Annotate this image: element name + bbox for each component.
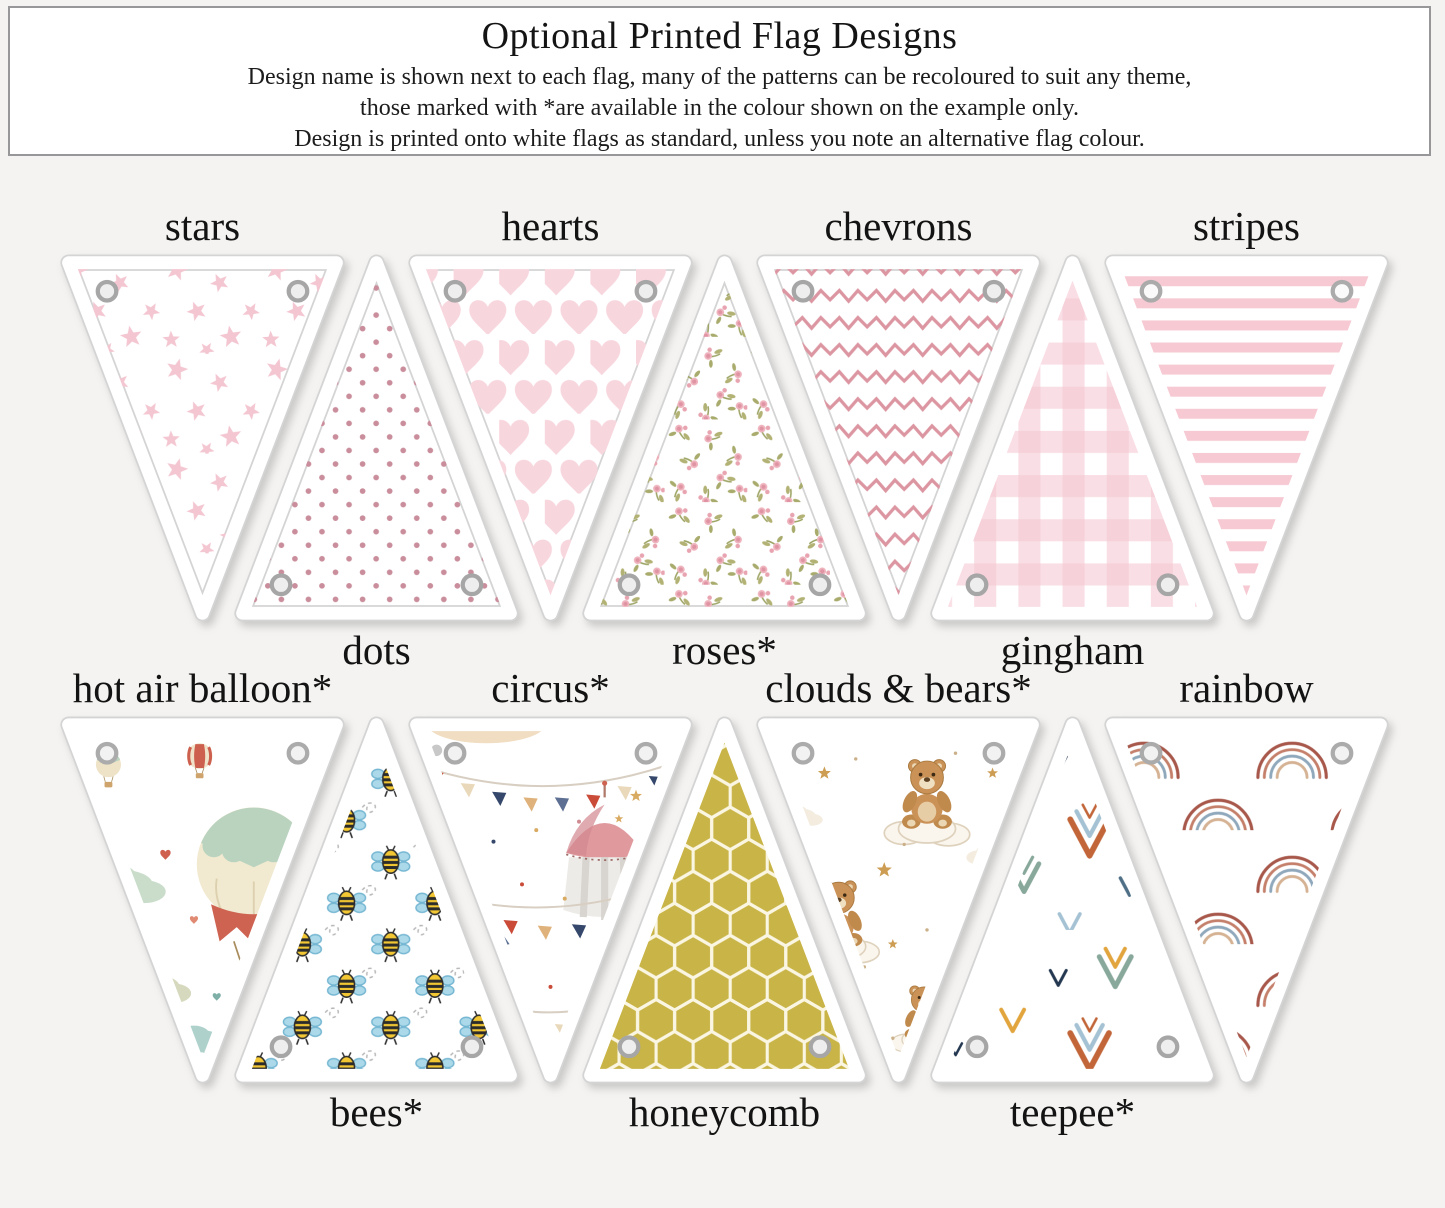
flag-dots: dots — [234, 254, 519, 673]
flag-surface — [584, 718, 865, 1082]
header-description-line: those marked with *are available in the … — [360, 95, 1079, 121]
flag-canvas-roses — [582, 254, 867, 622]
flag-surface — [932, 256, 1213, 620]
flag-label: bees* — [329, 1089, 424, 1135]
grommet-icon — [617, 1035, 832, 1059]
flag-clouds-and-bears: clouds & bears* — [756, 665, 1041, 1084]
flag-canvas-rainbow — [1104, 716, 1389, 1084]
flag-label: circus* — [491, 665, 610, 711]
flag-chevrons: chevrons — [756, 203, 1041, 622]
flag-surface — [62, 256, 343, 620]
grommet-icon — [965, 573, 1180, 597]
flag-canvas-honeycomb — [582, 716, 867, 1084]
flag-label: gingham — [1000, 627, 1145, 673]
header-description-line: Design is printed onto white flags as st… — [294, 126, 1145, 152]
flag-surface — [932, 718, 1213, 1082]
grommet-icon — [443, 279, 658, 303]
grommet-icon — [269, 573, 484, 597]
flag-stars: stars — [60, 203, 345, 622]
flag-canvas-clouds-and-bears — [756, 716, 1041, 1084]
flag-surface — [1106, 718, 1387, 1082]
flag-teepee: teepee* — [930, 716, 1215, 1135]
flag-label: hot air balloon* — [72, 665, 333, 711]
flag-stripes: stripes — [1104, 203, 1389, 622]
flag-canvas-hearts — [408, 254, 693, 622]
grommet-icon — [95, 741, 310, 765]
flag-label: teepee* — [1009, 1089, 1136, 1135]
grommet-icon — [95, 279, 310, 303]
header-description-line: Design name is shown next to each flag, … — [247, 64, 1192, 90]
grommet-icon — [1139, 279, 1354, 303]
header-box: Optional Printed Flag Designs Design nam… — [8, 6, 1431, 156]
flag-label: dots — [342, 627, 411, 673]
flag-label: clouds & bears* — [765, 665, 1032, 711]
flag-canvas-gingham — [930, 254, 1215, 622]
flag-surface — [416, 724, 685, 1076]
grommet-icon — [1139, 741, 1354, 765]
flag-label: hearts — [501, 203, 600, 249]
grommet-icon — [965, 1035, 1180, 1059]
flag-surface — [236, 256, 517, 620]
flag-label: chevrons — [824, 203, 973, 249]
flag-circus: circus* — [408, 665, 693, 1084]
flag-label: honeycomb — [628, 1089, 821, 1135]
flag-surface — [584, 256, 865, 620]
flag-gingham: gingham — [930, 254, 1215, 673]
flag-canvas-hot-air-balloon — [60, 716, 345, 1084]
flag-label: roses* — [672, 627, 777, 673]
flag-label: rainbow — [1179, 665, 1314, 711]
grommet-icon — [791, 279, 1006, 303]
flag-hot-air-balloon: hot air balloon* — [60, 665, 345, 1084]
flag-canvas-teepee — [930, 716, 1215, 1084]
flag-surface — [1106, 256, 1387, 620]
flag-canvas-stripes — [1104, 254, 1389, 622]
flag-honeycomb: honeycomb — [582, 716, 867, 1135]
flag-canvas-stars — [60, 254, 345, 622]
grommet-icon — [791, 741, 1006, 765]
flag-label: stars — [164, 203, 241, 249]
flag-rainbow: rainbow — [1104, 665, 1389, 1084]
flag-roses: roses* — [582, 254, 867, 673]
flag-canvas-chevrons — [756, 254, 1041, 622]
flag-surface — [68, 724, 337, 1076]
flag-label: stripes — [1192, 203, 1301, 249]
page-title: Optional Printed Flag Designs — [481, 15, 958, 57]
grommet-icon — [269, 1035, 484, 1059]
grommet-icon — [617, 573, 832, 597]
flag-hearts: hearts — [408, 203, 693, 622]
flag-canvas-dots — [234, 254, 519, 622]
grommet-icon — [443, 741, 658, 765]
flag-canvas-bees — [234, 716, 519, 1084]
flag-surface — [764, 724, 1033, 1076]
flag-surface — [410, 256, 691, 620]
flag-canvas-circus — [408, 716, 693, 1084]
flag-bees: bees* — [234, 716, 519, 1135]
flag-surface — [236, 718, 517, 1082]
flag-surface — [758, 256, 1039, 620]
